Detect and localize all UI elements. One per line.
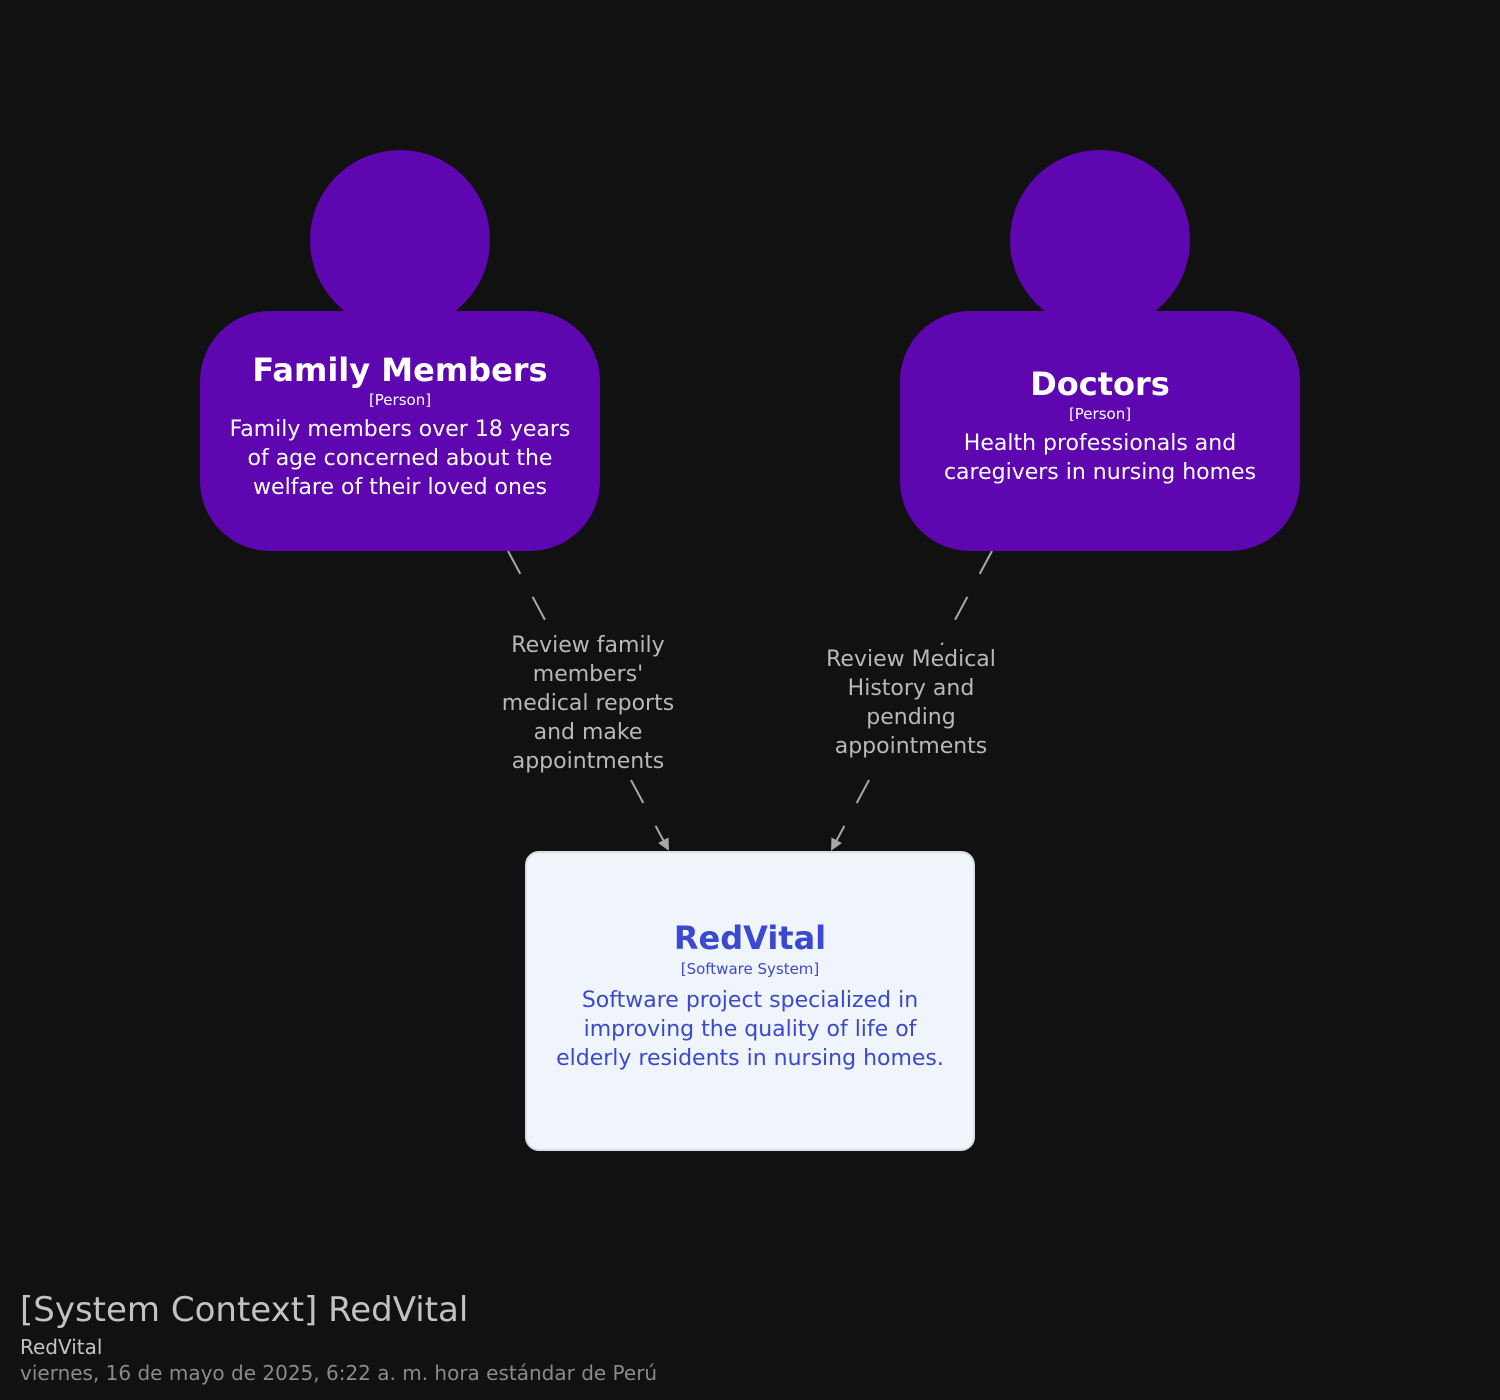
system-description: Software project specialized in improvin… — [556, 988, 944, 1071]
person-head-shape — [310, 150, 490, 330]
software-system-text-block: RedVital [Software System] Software proj… — [525, 918, 975, 1073]
relationship-label-family-members: Review family members' medical reports a… — [493, 631, 683, 776]
person-body-shape — [200, 311, 600, 551]
person-name: Doctors — [1030, 365, 1170, 403]
person-description: Health professionals and caregivers in n… — [943, 431, 1257, 485]
diagram-title: [System Context] RedVital — [20, 1290, 469, 1330]
person-name: Family Members — [252, 351, 548, 389]
system-name: RedVital — [673, 919, 827, 957]
person-text-block: Doctors [Person] Health professionals an… — [900, 365, 1300, 487]
system-type: [Software System] — [680, 960, 820, 978]
person-text-block: Family Members [Person] Family members o… — [200, 351, 600, 502]
diagram-date: viernes, 16 de mayo de 2025, 6:22 a. m. … — [20, 1361, 658, 1385]
person-type: [Person] — [1068, 405, 1132, 423]
person-description: Family members over 18 years of age conc… — [229, 417, 571, 500]
software-system-redvital[interactable] — [525, 851, 975, 1151]
diagram-subtitle: RedVital — [20, 1335, 103, 1359]
person-type: [Person] — [368, 391, 432, 409]
relationship-label-doctors: Review Medical History and pending appoi… — [815, 645, 1007, 761]
person-body-shape — [900, 311, 1300, 551]
person-head-shape — [1010, 150, 1190, 330]
